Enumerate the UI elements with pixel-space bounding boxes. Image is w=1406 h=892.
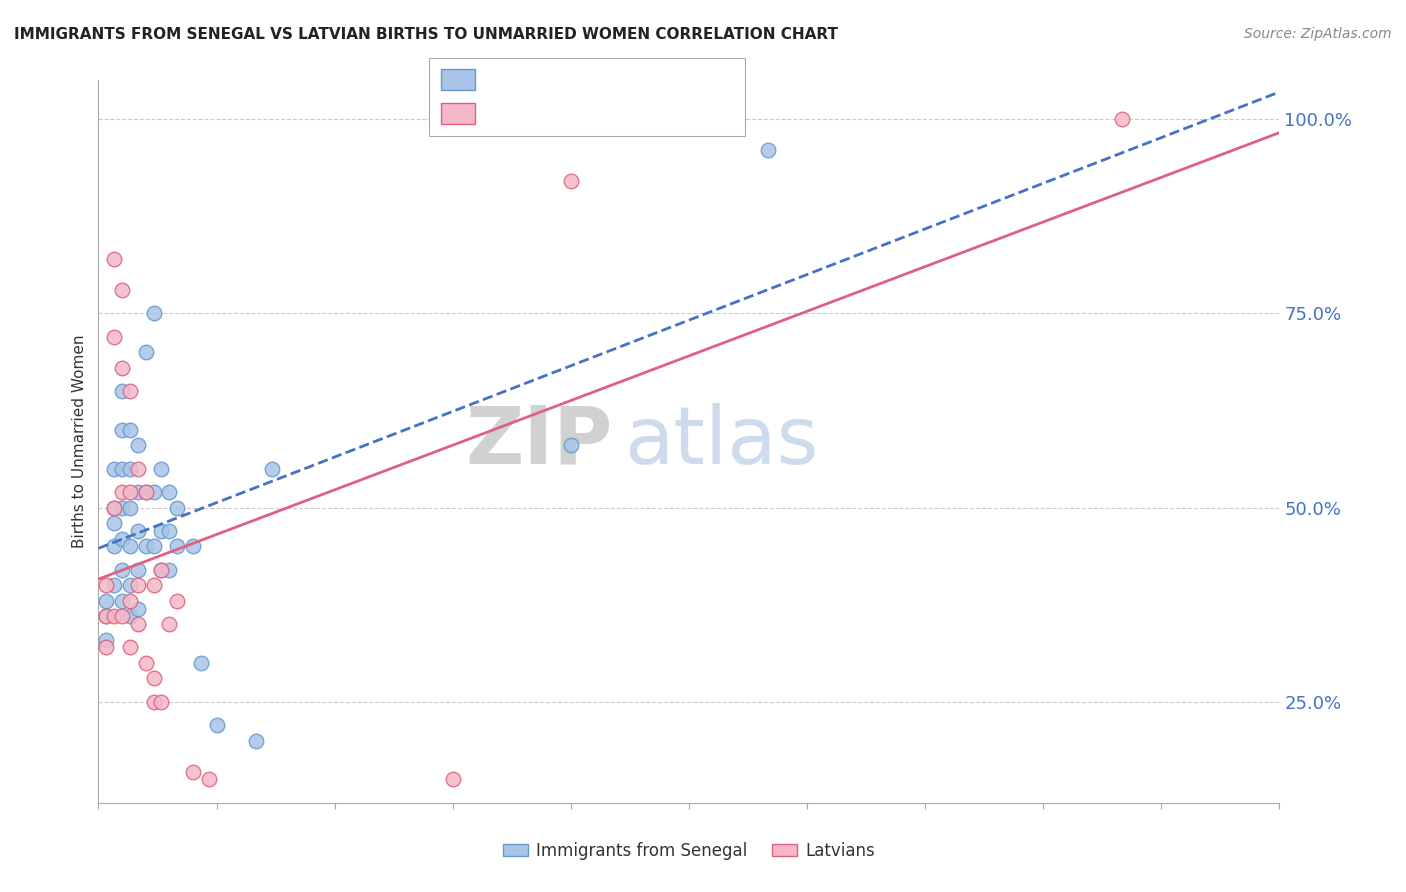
Point xyxy=(166,500,188,515)
Point xyxy=(111,360,134,375)
Point xyxy=(135,656,157,670)
Point xyxy=(111,485,134,500)
Point xyxy=(127,438,149,452)
Point xyxy=(135,345,157,359)
Point xyxy=(118,485,141,500)
Point xyxy=(142,306,165,320)
Text: Source: ZipAtlas.com: Source: ZipAtlas.com xyxy=(1244,27,1392,41)
Point xyxy=(157,563,180,577)
Point xyxy=(181,540,204,554)
Point xyxy=(135,485,157,500)
Point xyxy=(103,540,125,554)
Point xyxy=(260,461,283,475)
Text: N =: N = xyxy=(595,104,634,122)
Y-axis label: Births to Unmarried Women: Births to Unmarried Women xyxy=(72,334,87,549)
Text: R =: R = xyxy=(482,104,522,122)
Point xyxy=(111,532,134,546)
Point xyxy=(111,461,134,475)
Point xyxy=(103,609,125,624)
Point xyxy=(118,594,141,608)
Point xyxy=(142,578,165,592)
Text: 0.189: 0.189 xyxy=(524,70,582,88)
Point xyxy=(127,617,149,632)
Text: atlas: atlas xyxy=(624,402,818,481)
Point xyxy=(118,609,141,624)
Text: 47: 47 xyxy=(637,70,662,88)
Point xyxy=(1111,112,1133,127)
Point xyxy=(111,384,134,398)
Point xyxy=(96,640,118,655)
Point xyxy=(127,601,149,615)
Point xyxy=(166,540,188,554)
Point xyxy=(96,609,118,624)
Point xyxy=(756,143,779,157)
Point xyxy=(118,540,141,554)
Point xyxy=(111,500,134,515)
Point xyxy=(190,656,212,670)
Point xyxy=(118,423,141,437)
Point xyxy=(118,461,141,475)
Point xyxy=(103,461,125,475)
Point xyxy=(560,438,582,452)
Point xyxy=(150,461,173,475)
Point xyxy=(245,733,267,747)
Point xyxy=(96,578,118,592)
Point xyxy=(157,485,180,500)
Point xyxy=(103,516,125,530)
Point xyxy=(127,563,149,577)
Point xyxy=(118,640,141,655)
Point xyxy=(127,578,149,592)
Point xyxy=(197,772,219,787)
Point xyxy=(150,563,173,577)
Point xyxy=(142,485,165,500)
Point xyxy=(96,594,118,608)
Point xyxy=(127,461,149,475)
Point xyxy=(142,695,165,709)
Text: 32: 32 xyxy=(637,104,662,122)
Point xyxy=(103,500,125,515)
Point xyxy=(111,609,134,624)
Point xyxy=(103,329,125,343)
Point xyxy=(111,283,134,297)
Text: N =: N = xyxy=(595,70,634,88)
Point xyxy=(142,540,165,554)
Legend: Immigrants from Senegal, Latvians: Immigrants from Senegal, Latvians xyxy=(496,836,882,867)
Point xyxy=(103,578,125,592)
Point xyxy=(96,632,118,647)
Point xyxy=(111,563,134,577)
Text: 0.472: 0.472 xyxy=(524,104,581,122)
Point xyxy=(560,174,582,188)
Point xyxy=(103,500,125,515)
Text: R =: R = xyxy=(482,70,522,88)
Point xyxy=(205,718,228,732)
Point xyxy=(111,594,134,608)
Point xyxy=(157,617,180,632)
Text: ZIP: ZIP xyxy=(465,402,612,481)
Point xyxy=(118,500,141,515)
Point xyxy=(135,485,157,500)
Point xyxy=(181,764,204,779)
Point xyxy=(441,772,464,787)
Point xyxy=(103,252,125,266)
Point xyxy=(96,609,118,624)
Point xyxy=(150,524,173,538)
Point xyxy=(142,672,165,686)
Point xyxy=(127,524,149,538)
Text: IMMIGRANTS FROM SENEGAL VS LATVIAN BIRTHS TO UNMARRIED WOMEN CORRELATION CHART: IMMIGRANTS FROM SENEGAL VS LATVIAN BIRTH… xyxy=(14,27,838,42)
Point xyxy=(135,540,157,554)
Point xyxy=(150,563,173,577)
Point xyxy=(111,423,134,437)
Point xyxy=(157,524,180,538)
Point xyxy=(127,485,149,500)
Point xyxy=(150,695,173,709)
Point xyxy=(118,578,141,592)
Point xyxy=(166,594,188,608)
Point xyxy=(118,384,141,398)
